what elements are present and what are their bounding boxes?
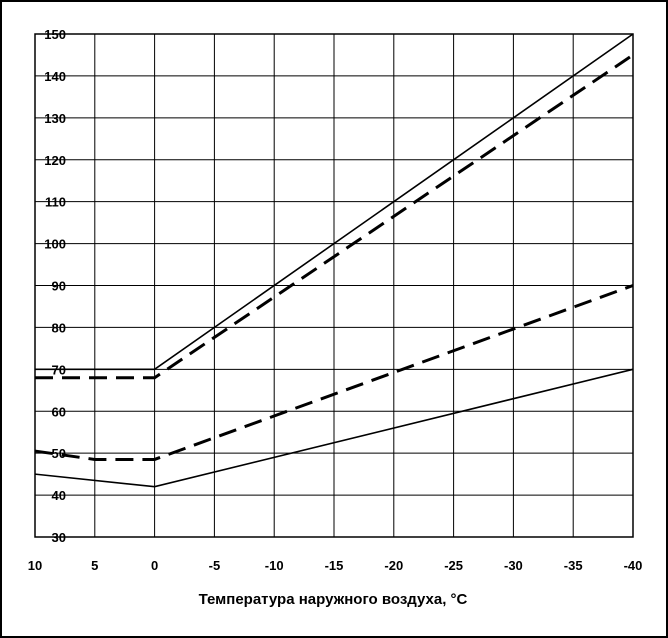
y-tick-label: 30 — [52, 530, 66, 545]
y-tick-label: 120 — [44, 153, 66, 168]
series-line-4 — [34, 368, 634, 488]
y-tick-label: 150 — [44, 27, 66, 42]
y-tick-label: 110 — [45, 195, 66, 210]
series-line-3 — [34, 284, 634, 461]
y-tick-labels: 30 40 50 60 70 80 90 100 110 120 130 140 150 — [44, 27, 66, 545]
y-tick-label: 70 — [52, 362, 66, 377]
x-tick-label: -30 — [504, 558, 523, 573]
x-tick-label: 10 — [28, 558, 42, 573]
x-tick-label: -35 — [564, 558, 583, 573]
y-tick-label: 140 — [44, 69, 66, 84]
y-tick-label: 100 — [44, 237, 66, 252]
x-tick-label: -20 — [384, 558, 403, 573]
x-tick-labels: 10 5 0 -5 -10 -15 -20 -25 -30 -35 -40 — [28, 558, 643, 573]
series-group — [34, 33, 634, 488]
x-tick-label: -5 — [209, 558, 221, 573]
y-tick-label: 50 — [52, 446, 66, 461]
y-tick-label: 90 — [52, 279, 66, 294]
x-tick-label: -25 — [444, 558, 463, 573]
series-line-1 — [35, 33, 634, 371]
y-tick-label: 60 — [52, 404, 66, 419]
series-line-2 — [35, 53, 634, 380]
x-tick-label: -40 — [624, 558, 643, 573]
x-tick-label: 5 — [91, 558, 98, 573]
y-tick-label: 130 — [44, 111, 66, 126]
x-axis-label: Температура наружного воздуха, °С — [199, 591, 468, 608]
y-tick-label: 80 — [52, 320, 66, 335]
x-tick-label: 0 — [151, 558, 158, 573]
grid — [34, 33, 634, 538]
y-tick-label: 40 — [52, 488, 66, 503]
x-tick-label: -10 — [265, 558, 284, 573]
x-tick-label: -15 — [325, 558, 344, 573]
